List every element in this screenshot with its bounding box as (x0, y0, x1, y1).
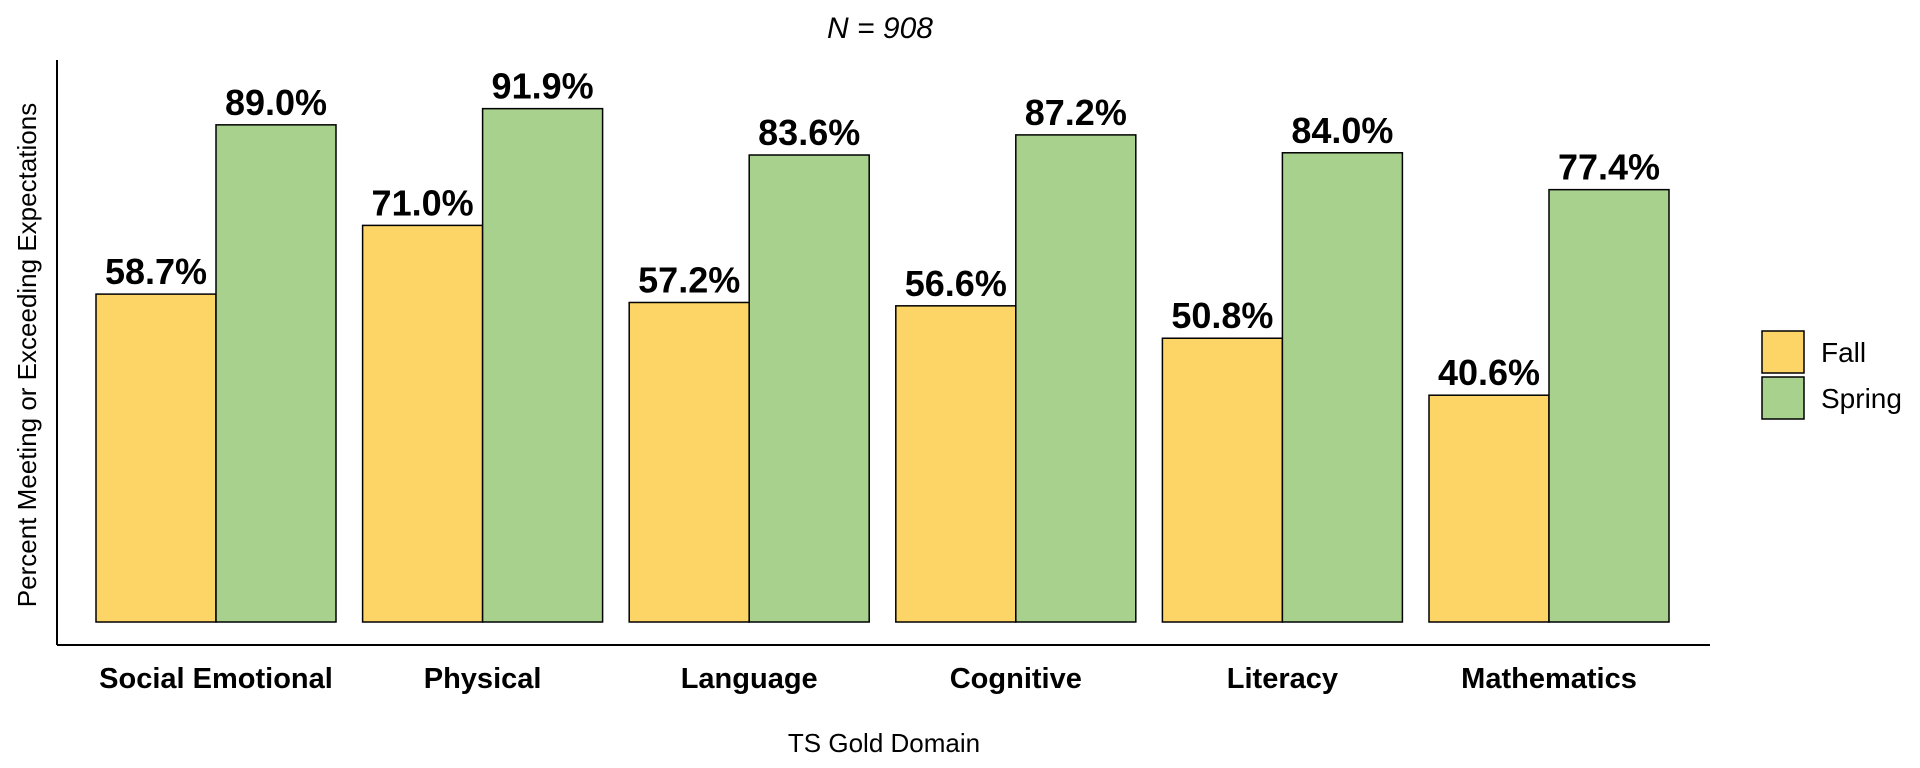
legend: Fall Spring (1761, 330, 1902, 420)
bar-fall-literacy (1161, 337, 1284, 623)
value-label-spring-cognitive: 87.2% (1025, 92, 1127, 133)
bar-fall-social-emotional (95, 293, 217, 623)
value-label-spring-mathematics: 77.4% (1558, 147, 1660, 188)
x-axis-title: TS Gold Domain (788, 728, 980, 758)
value-label-spring-physical: 91.9% (492, 66, 594, 107)
bar-spring-language (748, 154, 870, 623)
legend-key-spring (1761, 376, 1805, 420)
x-tick-label-literacy: Literacy (1227, 663, 1338, 695)
bar-spring-cognitive (1015, 134, 1137, 623)
bar-fall-cognitive (895, 305, 1017, 623)
value-labels-group: 58.7% 89.0% 71.0% 91.9% 57.2% 83.6% 56.6% 87.2%… (105, 66, 1660, 394)
bar-fall-mathematics (1428, 394, 1550, 623)
value-label-spring-language: 83.6% (758, 112, 860, 153)
bar-spring-literacy (1281, 152, 1404, 623)
x-tick-label-mathematics: Mathematics (1461, 663, 1637, 695)
value-label-spring-literacy: 84.0% (1291, 110, 1393, 151)
legend-label-spring: Spring (1821, 383, 1902, 414)
bar-spring-physical (481, 107, 604, 623)
value-label-fall-literacy: 50.8% (1171, 295, 1273, 336)
chart-title: N = 908 (827, 12, 933, 45)
y-axis-title: Percent Meeting or Exceeding Expectation… (12, 103, 42, 607)
bar-fall-physical (361, 224, 484, 623)
bar-spring-mathematics (1548, 188, 1670, 623)
x-tick-label-cognitive: Cognitive (950, 663, 1082, 695)
value-label-fall-mathematics: 40.6% (1438, 352, 1540, 393)
value-label-fall-cognitive: 56.6% (905, 263, 1007, 304)
x-tick-label-language: Language (681, 663, 818, 695)
bars-group (95, 107, 1670, 623)
value-label-fall-social-emotional: 58.7% (105, 251, 207, 292)
value-label-fall-language: 57.2% (638, 259, 740, 300)
bar-spring-social-emotional (215, 124, 337, 623)
x-tick-label-physical: Physical (424, 663, 542, 695)
legend-key-fall (1761, 330, 1805, 374)
value-label-fall-physical: 71.0% (372, 182, 474, 223)
x-tick-label-social-emotional: Social Emotional (99, 663, 333, 695)
legend-label-fall: Fall (1821, 337, 1866, 368)
value-label-spring-social-emotional: 89.0% (225, 82, 327, 123)
x-tick-labels-group: Social Emotional Physical Language Cognitiv… (99, 663, 1637, 695)
bar-fall-language (628, 301, 750, 623)
